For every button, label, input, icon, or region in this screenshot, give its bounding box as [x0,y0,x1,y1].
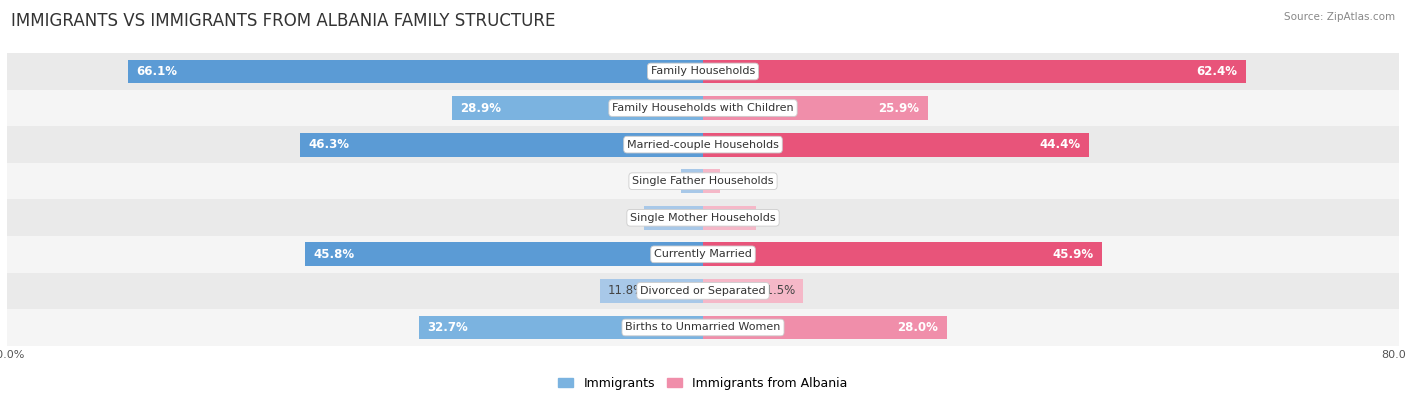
Bar [7,163,1399,199]
Bar [7,236,1399,273]
Text: Single Mother Households: Single Mother Households [630,213,776,223]
Text: 44.4%: 44.4% [1039,138,1081,151]
Bar [451,96,703,120]
Text: 62.4%: 62.4% [1197,65,1237,78]
Bar [7,90,1399,126]
Text: 46.3%: 46.3% [309,138,350,151]
Bar [7,273,1399,309]
Bar [7,126,1399,163]
Bar [703,169,720,193]
Bar [644,206,703,229]
Text: 28.0%: 28.0% [897,321,938,334]
Text: 45.8%: 45.8% [314,248,354,261]
Text: Family Households: Family Households [651,66,755,77]
Bar [703,133,1090,156]
Bar [419,316,703,339]
Text: Births to Unmarried Women: Births to Unmarried Women [626,322,780,333]
Bar [301,133,703,156]
Bar [703,316,946,339]
Bar [703,96,928,120]
Text: 11.5%: 11.5% [759,284,796,297]
Text: 25.9%: 25.9% [879,102,920,115]
Text: Divorced or Separated: Divorced or Separated [640,286,766,296]
Text: Currently Married: Currently Married [654,249,752,260]
Bar [600,279,703,303]
Text: 11.8%: 11.8% [607,284,644,297]
Text: 66.1%: 66.1% [136,65,177,78]
Text: 6.1%: 6.1% [720,211,749,224]
Text: 1.9%: 1.9% [683,175,713,188]
Text: 32.7%: 32.7% [427,321,468,334]
Bar [682,169,703,193]
Text: 28.9%: 28.9% [460,102,502,115]
Bar [703,279,803,303]
Text: Single Father Households: Single Father Households [633,176,773,186]
Bar [7,53,1399,90]
Text: IMMIGRANTS VS IMMIGRANTS FROM ALBANIA FAMILY STRUCTURE: IMMIGRANTS VS IMMIGRANTS FROM ALBANIA FA… [11,12,555,30]
Bar [703,60,1246,83]
Text: 6.8%: 6.8% [651,211,681,224]
Bar [305,243,703,266]
Bar [7,199,1399,236]
Bar [128,60,703,83]
Text: Source: ZipAtlas.com: Source: ZipAtlas.com [1284,12,1395,22]
Text: Married-couple Households: Married-couple Households [627,139,779,150]
Text: Family Households with Children: Family Households with Children [612,103,794,113]
Text: 2.5%: 2.5% [688,175,718,188]
Bar [7,309,1399,346]
Bar [703,206,756,229]
Legend: Immigrants, Immigrants from Albania: Immigrants, Immigrants from Albania [554,372,852,395]
Bar [703,243,1102,266]
Text: 45.9%: 45.9% [1053,248,1094,261]
